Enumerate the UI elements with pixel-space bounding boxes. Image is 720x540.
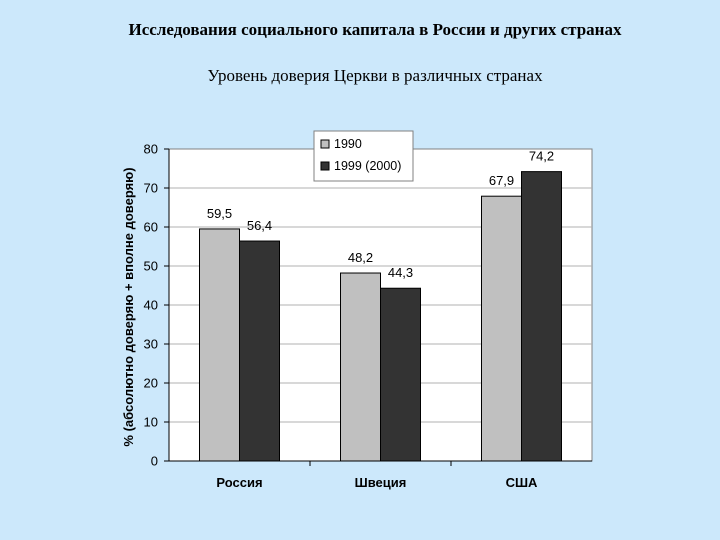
y-tick-label: 60 [144, 220, 158, 235]
legend-label: 1990 [334, 137, 362, 151]
bar-value-label: 59,5 [207, 206, 232, 221]
x-category-label: США [506, 475, 538, 490]
x-category-label: Швеция [355, 475, 407, 490]
bar-value-label: 56,4 [247, 218, 272, 233]
bar-value-label: 74,2 [529, 149, 554, 164]
legend-label: 1999 (2000) [334, 159, 401, 173]
bar [340, 272, 381, 462]
y-axis-title: % (абсолютно доверяю + вполне доверяю) [121, 167, 136, 446]
y-tick-label: 50 [144, 259, 158, 274]
y-tick-label: 10 [144, 415, 158, 430]
bar-value-label: 67,9 [489, 173, 514, 188]
y-tick-label: 40 [144, 298, 158, 313]
legend-swatch [320, 161, 330, 171]
y-tick-label: 0 [151, 454, 158, 469]
legend-box [313, 130, 414, 182]
x-category-label: Россия [216, 475, 262, 490]
y-tick-label: 20 [144, 376, 158, 391]
slide-title: Исследования социального капитала в Росс… [128, 20, 622, 39]
y-tick-label: 30 [144, 337, 158, 352]
bar-value-label: 44,3 [388, 265, 413, 280]
bar [199, 228, 240, 462]
y-tick-label: 80 [144, 142, 158, 157]
legend-swatch [320, 139, 330, 149]
bar-value-label: 48,2 [348, 250, 373, 265]
bar [481, 195, 522, 462]
bar [521, 171, 562, 462]
bar [239, 240, 280, 462]
bar [380, 287, 421, 462]
y-tick-label: 70 [144, 181, 158, 196]
chart-title: Уровень доверия Церкви в различных стран… [207, 66, 543, 85]
